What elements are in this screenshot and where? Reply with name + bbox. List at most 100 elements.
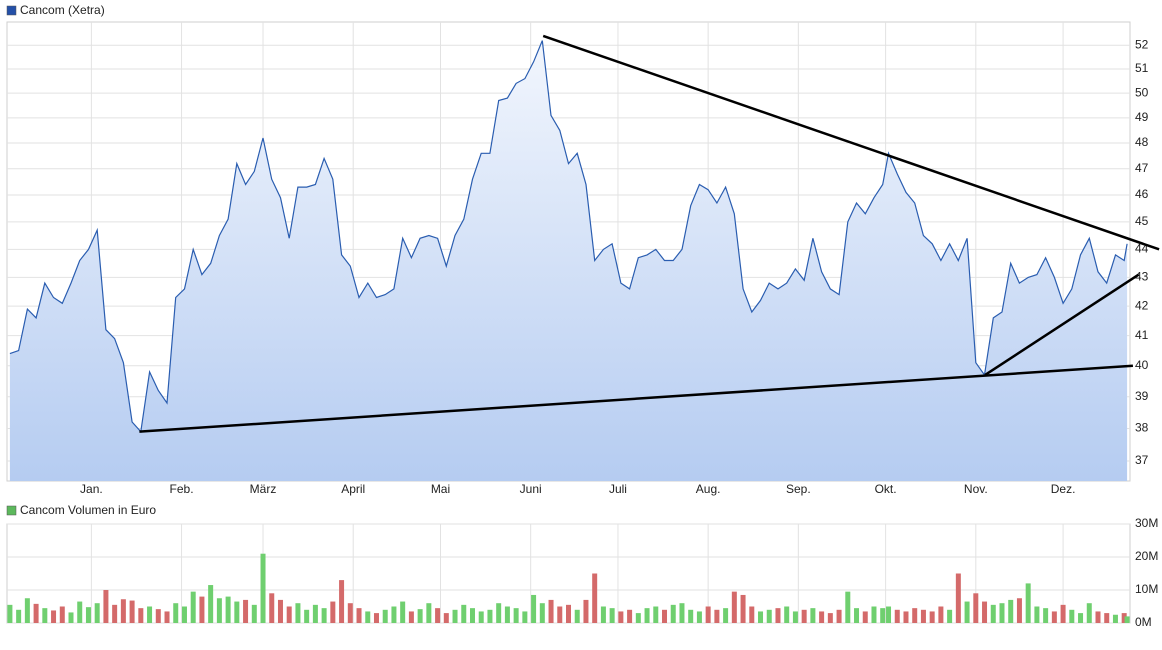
- volume-bar: [51, 610, 57, 623]
- volume-bar: [513, 608, 519, 623]
- volume-bar: [714, 609, 720, 623]
- legend-swatch: [6, 505, 17, 516]
- x-tick-label: Feb.: [170, 482, 194, 496]
- y-tick-label: 45: [1135, 214, 1149, 228]
- volume-bar: [94, 603, 100, 623]
- volume-bar: [845, 591, 851, 623]
- y-tick-label: 52: [1135, 37, 1149, 51]
- volume-bar: [679, 603, 685, 623]
- y-tick-label: 0M: [1135, 615, 1152, 629]
- volume-bar: [234, 601, 240, 623]
- y-tick-label: 39: [1135, 389, 1149, 403]
- volume-bar: [391, 606, 397, 623]
- volume-bar: [120, 599, 126, 623]
- volume-bar: [138, 608, 144, 623]
- x-tick-label: Mai: [431, 482, 450, 496]
- volume-bar: [627, 609, 633, 623]
- volume-bar: [920, 609, 926, 623]
- volume-bar: [740, 594, 746, 623]
- volume-bar: [886, 606, 892, 623]
- volume-bar: [408, 611, 414, 623]
- y-tick-label: 10M: [1135, 582, 1158, 596]
- volume-bar: [42, 608, 48, 623]
- volume-bar: [208, 585, 214, 623]
- volume-bar: [147, 606, 153, 623]
- volume-bar: [566, 604, 571, 623]
- volume-bar: [522, 611, 528, 623]
- volume-bar: [618, 611, 624, 623]
- volume-bar: [583, 599, 589, 623]
- volume-bar: [199, 596, 205, 623]
- volume-bar: [653, 606, 659, 623]
- volume-bar: [539, 603, 545, 623]
- volume-bar: [1069, 609, 1075, 623]
- volume-bar: [973, 593, 979, 623]
- volume-bar: [938, 606, 944, 623]
- volume-bar: [7, 604, 13, 623]
- volume-bar: [880, 608, 886, 623]
- volume-bar: [1078, 613, 1084, 623]
- y-tick-label: 47: [1135, 161, 1149, 175]
- volume-bar: [426, 603, 432, 623]
- volume-bar: [723, 608, 729, 623]
- x-tick-label: Sep.: [786, 482, 811, 496]
- volume-bar: [955, 573, 961, 623]
- volume-bar: [731, 591, 737, 623]
- y-tick-label: 38: [1135, 421, 1149, 435]
- area-fill: [9, 40, 1128, 481]
- volume-bar: [1121, 613, 1127, 623]
- x-tick-label: Juli: [609, 482, 627, 496]
- volume-bar: [548, 599, 554, 623]
- volume-bar: [164, 611, 170, 623]
- volume-bar: [356, 608, 362, 623]
- x-tick-label: März: [250, 482, 277, 496]
- y-tick-label: 20M: [1135, 549, 1158, 563]
- volume-bar: [24, 598, 30, 623]
- volume-bar: [435, 608, 441, 623]
- volume-bar: [766, 609, 772, 623]
- x-tick-label: Dez.: [1051, 482, 1076, 496]
- trend-line: [139, 364, 1133, 433]
- y-tick-label: 46: [1135, 187, 1149, 201]
- volume-bar: [461, 604, 467, 623]
- volume-bar: [600, 606, 606, 623]
- volume-bar: [277, 599, 283, 623]
- x-tick-label: Okt.: [875, 482, 897, 496]
- volume-bar: [295, 603, 301, 623]
- volume-bar: [304, 609, 310, 623]
- volume-bar: [696, 611, 702, 623]
- volume-bar: [312, 604, 318, 623]
- volume-bar: [929, 611, 935, 623]
- x-tick-label: Aug.: [696, 482, 721, 496]
- y-tick-label: 43: [1135, 270, 1149, 284]
- y-tick-label: 41: [1135, 328, 1149, 342]
- volume-bar: [347, 603, 353, 623]
- volume-bar: [947, 609, 953, 623]
- volume-bar: [321, 608, 327, 623]
- volume-bar: [469, 608, 475, 623]
- x-tick-label: Jan.: [80, 482, 103, 496]
- volume-bar: [155, 609, 161, 623]
- volume-bar: [531, 594, 537, 623]
- volume-bar: [286, 606, 292, 623]
- volume-bar: [670, 604, 676, 623]
- volume-bar: [173, 603, 179, 623]
- volume-bar: [216, 598, 222, 623]
- volume-bar: [557, 606, 563, 623]
- volume-bar: [129, 600, 135, 623]
- volume-bar: [758, 611, 764, 623]
- volume-bar: [1025, 583, 1031, 623]
- volume-bar: [504, 606, 510, 623]
- volume-bar: [269, 593, 275, 623]
- x-tick-label: Nov.: [964, 482, 988, 496]
- volume-bar: [400, 601, 406, 623]
- volume-bar: [592, 573, 598, 623]
- volume-bar: [260, 553, 266, 623]
- volume-bar: [112, 604, 118, 623]
- volume-bar: [836, 609, 842, 623]
- y-tick-label: 51: [1135, 61, 1149, 75]
- volume-bar: [443, 613, 449, 623]
- volume-bar: [452, 609, 458, 623]
- volume-bar: [365, 611, 371, 623]
- volume-bar: [1095, 611, 1101, 623]
